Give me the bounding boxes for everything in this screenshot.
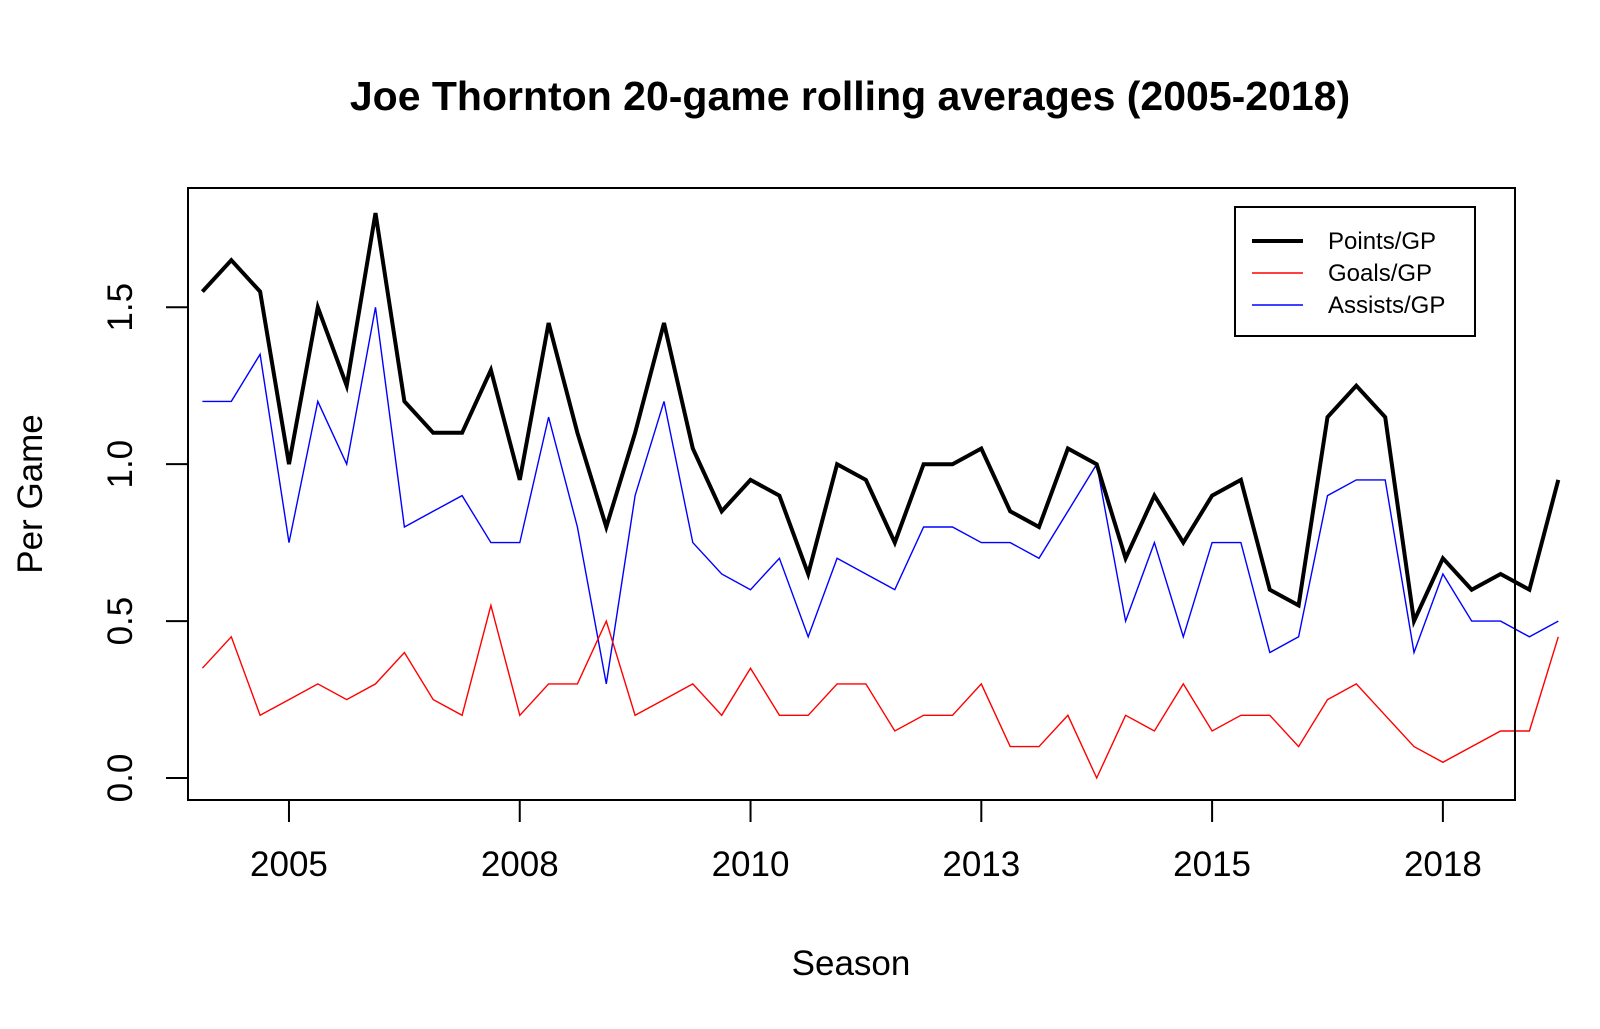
y-axis-title: Per Game [11, 414, 50, 574]
y-tick-label: 1.0 [101, 440, 140, 489]
legend: Points/GP Goals/GP Assists/GP [1234, 206, 1476, 337]
legend-label: Goals/GP [1328, 260, 1432, 287]
y-tick-label: 1.5 [101, 283, 140, 332]
x-tick-label: 2010 [712, 845, 790, 884]
series-line-points-gp [200, 212, 1561, 629]
x-axis-title: Season [792, 944, 911, 983]
axis-ticks: 2005 2008 2010 2013 2015 2018 0.0 0.5 1.0 1.5 [101, 283, 1482, 884]
y-tick-label: 0.5 [101, 597, 140, 646]
x-tick-label: 2015 [1173, 845, 1251, 884]
chart-title: Joe Thornton 20-game rolling averages (2… [350, 73, 1350, 119]
plot-frame [187, 187, 1516, 801]
series-lines [200, 212, 1561, 780]
x-tick-label: 2008 [481, 845, 559, 884]
legend-label: Points/GP [1328, 228, 1436, 255]
x-tick-label: 2013 [942, 845, 1020, 884]
x-tick-label: 2005 [250, 845, 328, 884]
legend-box [1234, 206, 1476, 337]
series-line-goals-gp [201, 602, 1559, 780]
x-tick-label: 2018 [1404, 845, 1482, 884]
y-tick-label: 0.0 [101, 754, 140, 803]
legend-label: Assists/GP [1328, 292, 1445, 319]
series-line-assists-gp [202, 307, 1559, 685]
